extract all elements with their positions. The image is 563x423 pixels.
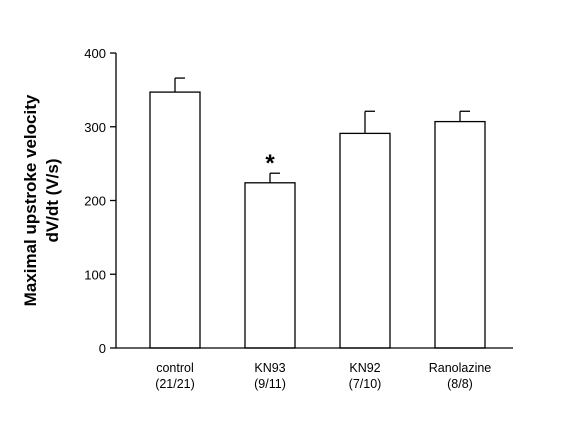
x-category-label: control [156,361,194,375]
x-category-label: KN92 [349,361,380,375]
x-category-label: KN93 [254,361,285,375]
bar [434,120,486,349]
labels-group: 0 100 200 300 400 Maximal upstroke velocity dV… [21,46,491,391]
bar [339,132,391,349]
y-tick-label: 0 [99,341,106,356]
y-axis-label: Maximal upstroke velocity [21,94,40,306]
bar [244,182,296,349]
x-category-n-label: (21/21) [155,377,195,391]
error-bars-group [174,77,470,183]
y-axis-label: dV/dt (V/s) [43,158,62,242]
axes-group [110,52,513,349]
y-tick-label: 400 [84,46,106,61]
x-category-n-label: (9/11) [254,377,286,391]
x-category-n-label: (7/10) [349,377,382,391]
y-tick-label: 100 [84,267,106,282]
bars-group [149,91,486,349]
y-tick-label: 200 [84,194,106,209]
y-tick-label: 300 [84,120,106,135]
bar [149,91,201,349]
x-category-n-label: (8/8) [447,377,473,391]
x-category-label: Ranolazine [429,361,492,375]
significance-marker: * [265,150,275,177]
